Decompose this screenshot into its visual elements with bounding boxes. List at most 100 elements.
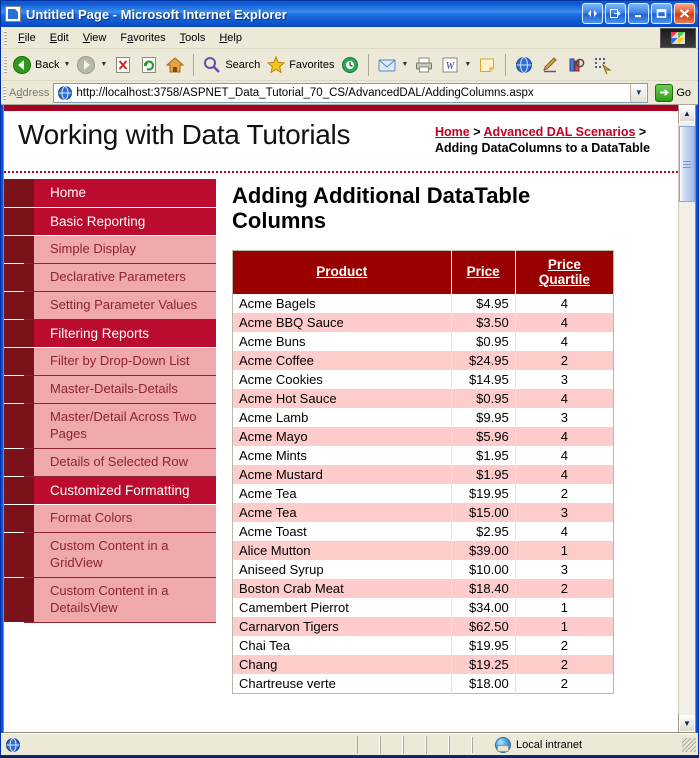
sidebar-item-format-colors[interactable]: Format Colors	[4, 505, 216, 534]
edit-dropdown-icon[interactable]: ▼	[464, 61, 472, 68]
refresh-button[interactable]	[136, 53, 162, 77]
menu-view[interactable]: View	[82, 31, 107, 44]
sidebar-item-custom-content-in-a-detailsview[interactable]: Custom Content in a DetailsView	[4, 577, 216, 623]
address-dropdown-icon[interactable]: ▼	[630, 83, 647, 102]
column-header-price-quartile[interactable]: Price Quartile	[515, 250, 614, 294]
sidebar-item-master-details-details[interactable]: Master-Details-Details	[4, 376, 216, 405]
breadcrumb-current: Adding DataColumns to a DataTable	[435, 140, 651, 155]
intranet-globe-icon	[495, 736, 511, 753]
sidebar-item-setting-parameter-values[interactable]: Setting Parameter Values	[4, 291, 216, 320]
cell-quartile: 4	[560, 295, 568, 311]
mail-button[interactable]: ▼	[374, 53, 411, 77]
cell-product: Aniseed Syrup	[232, 559, 452, 579]
encarta-button[interactable]	[589, 53, 615, 77]
sidebar-item-simple-display[interactable]: Simple Display	[4, 236, 216, 264]
column-header-price[interactable]: Price	[451, 250, 516, 294]
page-header: Working with Data Tutorials Home > Advan…	[4, 111, 678, 173]
resize-grip[interactable]	[682, 737, 696, 752]
print-button[interactable]	[411, 53, 437, 77]
menu-favorites[interactable]: Favorites	[120, 31, 166, 44]
table-row: Carnarvon Tigers $62.50 1	[232, 616, 614, 636]
sidebar-item-master-detail-across-two-pages[interactable]: Master/Detail Across Two Pages	[4, 404, 216, 449]
menu-file[interactable]: File	[18, 31, 36, 44]
minimize-icon[interactable]	[628, 3, 649, 24]
sidebar-item-basic-reporting[interactable]: Basic Reporting	[4, 207, 216, 237]
security-zone[interactable]: Local intranet	[472, 736, 680, 753]
restore-left-icon[interactable]	[582, 3, 603, 24]
history-button[interactable]	[337, 53, 363, 77]
back-dropdown-icon[interactable]: ▼	[63, 61, 71, 68]
cell-product: Acme Lamb	[232, 407, 452, 427]
breadcrumb-home-link[interactable]: Home	[435, 125, 470, 139]
discuss-button[interactable]	[537, 53, 563, 77]
restore-group-icon[interactable]	[605, 3, 626, 24]
cell-quartile: 1	[515, 616, 614, 636]
favorites-button[interactable]: Favorites	[263, 53, 337, 77]
sidebar-item-customized-formatting[interactable]: Customized Formatting	[4, 476, 216, 506]
sidebar-item-home[interactable]: Home	[4, 179, 216, 208]
table-row: Acme Bagels $4.95 4	[232, 293, 614, 313]
cell-price: $18.00	[451, 673, 516, 694]
research-button[interactable]	[563, 53, 589, 77]
sidebar-item-details-of-selected-row[interactable]: Details of Selected Row	[4, 448, 216, 477]
maximize-icon[interactable]	[651, 3, 672, 24]
sidebar-label: Basic Reporting	[50, 213, 146, 229]
toolbar-grip[interactable]	[4, 56, 7, 74]
mail-dropdown-icon[interactable]: ▼	[401, 61, 409, 68]
cell-price: $2.95	[451, 521, 516, 541]
table-row: Chai Tea $19.95 2	[232, 635, 614, 655]
sidebar-nav: Home Basic Reporting Simple Display Decl…	[4, 173, 216, 623]
status-pane-4	[426, 735, 449, 754]
address-grip[interactable]	[3, 86, 6, 100]
notes-button[interactable]	[474, 53, 500, 77]
sidebar-item-custom-content-in-a-gridview[interactable]: Custom Content in a GridView	[4, 533, 216, 578]
scrollbar-track[interactable]	[679, 122, 695, 715]
address-input[interactable]: http://localhost:3758/ASPNET_Data_Tutori…	[53, 82, 649, 103]
messenger-button[interactable]	[511, 53, 537, 77]
window-controls	[582, 3, 695, 24]
sidebar-item-declarative-parameters[interactable]: Declarative Parameters	[4, 263, 216, 292]
page-favicon-icon	[57, 85, 73, 101]
table-row: Acme Mints $1.95 4	[232, 445, 614, 465]
back-button[interactable]: Back ▼	[9, 53, 73, 77]
table-header-row: Product Price Price Quartile	[232, 250, 614, 294]
table-body: Acme Bagels $4.95 4 Acme BBQ Sauce $3.50 4 Acm…	[232, 293, 614, 694]
stop-button[interactable]	[110, 53, 136, 77]
column-header-product[interactable]: Product	[232, 250, 452, 294]
cell-price: $39.00	[451, 540, 516, 560]
sidebar-item-filter-by-drop-down-list[interactable]: Filter by Drop-Down List	[4, 348, 216, 377]
sidebar-label: Setting Parameter Values	[50, 296, 198, 312]
close-icon[interactable]	[674, 3, 695, 24]
scrollbar-thumb[interactable]	[679, 126, 695, 202]
go-button[interactable]: ➔ Go	[652, 83, 694, 102]
search-button[interactable]: Search	[199, 53, 263, 77]
menu-grip[interactable]	[4, 31, 7, 45]
sidebar-label: Simple Display	[50, 241, 136, 257]
address-bar: Address http://localhost:3758/ASPNET_Dat…	[1, 81, 698, 105]
mail-icon	[377, 55, 397, 75]
vertical-scrollbar[interactable]: ▲ ▼	[678, 105, 695, 732]
forward-dropdown-icon[interactable]: ▼	[100, 61, 108, 68]
breadcrumb-section-link[interactable]: Advanced DAL Scenarios	[483, 125, 636, 139]
menu-bar: File Edit View Favorites Tools Help	[1, 27, 698, 49]
menu-edit[interactable]: Edit	[49, 31, 69, 44]
table-row: Acme Mustard $1.95 4	[232, 464, 614, 484]
menu-help[interactable]: Help	[219, 31, 242, 44]
edit-word-button[interactable]: W ▼	[437, 53, 474, 77]
menu-tools[interactable]: Tools	[179, 31, 206, 44]
forward-button[interactable]: ▼	[73, 53, 110, 77]
breadcrumb-sep-2: >	[635, 125, 647, 139]
cell-quartile: 3	[560, 409, 568, 425]
main-content: Adding Additional DataTable Columns Prod…	[216, 173, 678, 694]
status-ie-icon	[5, 737, 21, 753]
cell-price: $19.95	[451, 635, 516, 655]
cell-quartile: 4	[560, 333, 568, 349]
home-button[interactable]	[162, 53, 188, 77]
cell-price: $62.50	[451, 616, 516, 636]
scroll-up-button[interactable]: ▲	[678, 105, 695, 123]
cell-price: $9.95	[451, 407, 516, 427]
address-url-text[interactable]: http://localhost:3758/ASPNET_Data_Tutori…	[76, 86, 534, 99]
sidebar-item-filtering-reports[interactable]: Filtering Reports	[4, 319, 216, 349]
scroll-down-button[interactable]: ▼	[678, 714, 695, 732]
